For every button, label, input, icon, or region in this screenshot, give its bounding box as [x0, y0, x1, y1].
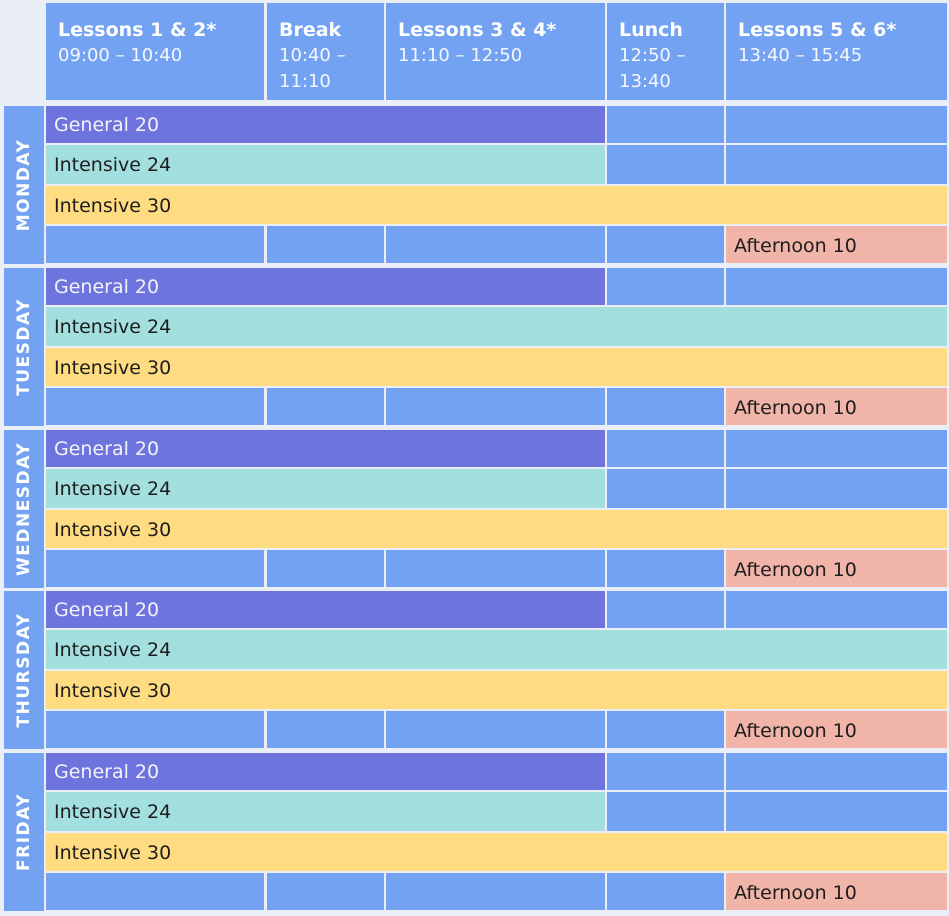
grid-cell [386, 550, 605, 587]
header-lessons-1-2: Lessons 1 & 2* 09:00 – 10:40 [46, 3, 264, 100]
grid-cell [607, 469, 724, 508]
header-time: 10:40 – 11:10 [279, 45, 346, 92]
course-intensive-30: Intensive 30 [46, 833, 947, 871]
course-general-20: General 20 [46, 106, 605, 143]
header-time: 11:10 – 12:50 [398, 45, 523, 66]
course-intensive-30: Intensive 30 [46, 186, 947, 224]
day-label: THURSDAY [4, 591, 44, 749]
header-break: Break 10:40 – 11:10 [267, 3, 384, 100]
grid-cell [726, 268, 947, 305]
grid-cell [386, 388, 605, 425]
header-title: Lessons 3 & 4* [398, 19, 557, 41]
course-intensive-24: Intensive 24 [46, 145, 605, 184]
header-lessons-3-4: Lessons 3 & 4* 11:10 – 12:50 [386, 3, 605, 100]
header-title: Lessons 5 & 6* [738, 19, 897, 41]
course-intensive-30: Intensive 30 [46, 671, 947, 709]
day-label-text: TUESDAY [14, 298, 34, 396]
day-label-text: FRIDAY [14, 793, 34, 871]
grid-cell [726, 145, 947, 184]
grid-cell [726, 430, 947, 467]
grid-cell [386, 226, 605, 263]
header-time: 09:00 – 10:40 [58, 45, 183, 66]
course-general-20: General 20 [46, 268, 605, 305]
course-general-20: General 20 [46, 753, 605, 790]
header-title: Lunch [619, 19, 683, 41]
course-general-20: General 20 [46, 430, 605, 467]
grid-cell [607, 226, 724, 263]
grid-cell [726, 792, 947, 831]
grid-cell [386, 873, 605, 910]
grid-cell [267, 226, 384, 263]
header-title: Break [279, 19, 342, 41]
grid-cell [607, 873, 724, 910]
course-general-20: General 20 [46, 591, 605, 628]
header-lunch: Lunch 12:50 – 13:40 [607, 3, 724, 100]
header-title: Lessons 1 & 2* [58, 19, 217, 41]
course-intensive-24: Intensive 24 [46, 469, 605, 508]
grid-cell [607, 268, 724, 305]
day-label: FRIDAY [4, 753, 44, 911]
day-label: MONDAY [4, 106, 44, 264]
course-intensive-24: Intensive 24 [46, 307, 947, 346]
day-label-text: MONDAY [14, 138, 34, 232]
grid-cell [46, 226, 264, 263]
grid-cell [267, 873, 384, 910]
grid-cell [726, 591, 947, 628]
grid-cell [46, 873, 264, 910]
grid-cell [607, 591, 724, 628]
course-afternoon-10: Afternoon 10 [726, 550, 947, 587]
grid-cell [607, 388, 724, 425]
grid-cell [267, 388, 384, 425]
day-label-text: WEDNESDAY [14, 441, 34, 577]
grid-cell [607, 550, 724, 587]
grid-cell [46, 711, 264, 748]
header-lessons-5-6: Lessons 5 & 6* 13:40 – 15:45 [726, 3, 947, 100]
grid-cell [726, 106, 947, 143]
day-label: WEDNESDAY [4, 430, 44, 588]
course-afternoon-10: Afternoon 10 [726, 226, 947, 263]
header-time: 13:40 – 15:45 [738, 45, 863, 66]
course-intensive-24: Intensive 24 [46, 792, 605, 831]
grid-cell [46, 550, 264, 587]
grid-cell [607, 106, 724, 143]
grid-cell [607, 792, 724, 831]
day-label-text: THURSDAY [14, 612, 34, 728]
day-label: TUESDAY [4, 268, 44, 426]
header-time: 12:50 – 13:40 [619, 45, 686, 92]
grid-cell [267, 550, 384, 587]
grid-cell [726, 753, 947, 790]
grid-cell [607, 145, 724, 184]
course-intensive-30: Intensive 30 [46, 348, 947, 386]
course-intensive-24: Intensive 24 [46, 630, 947, 669]
grid-cell [386, 711, 605, 748]
grid-cell [607, 711, 724, 748]
grid-cell [726, 469, 947, 508]
course-afternoon-10: Afternoon 10 [726, 873, 947, 910]
grid-cell [267, 711, 384, 748]
course-afternoon-10: Afternoon 10 [726, 388, 947, 425]
grid-cell [46, 388, 264, 425]
grid-cell [607, 430, 724, 467]
course-afternoon-10: Afternoon 10 [726, 711, 947, 748]
course-intensive-30: Intensive 30 [46, 510, 947, 548]
grid-cell [607, 753, 724, 790]
